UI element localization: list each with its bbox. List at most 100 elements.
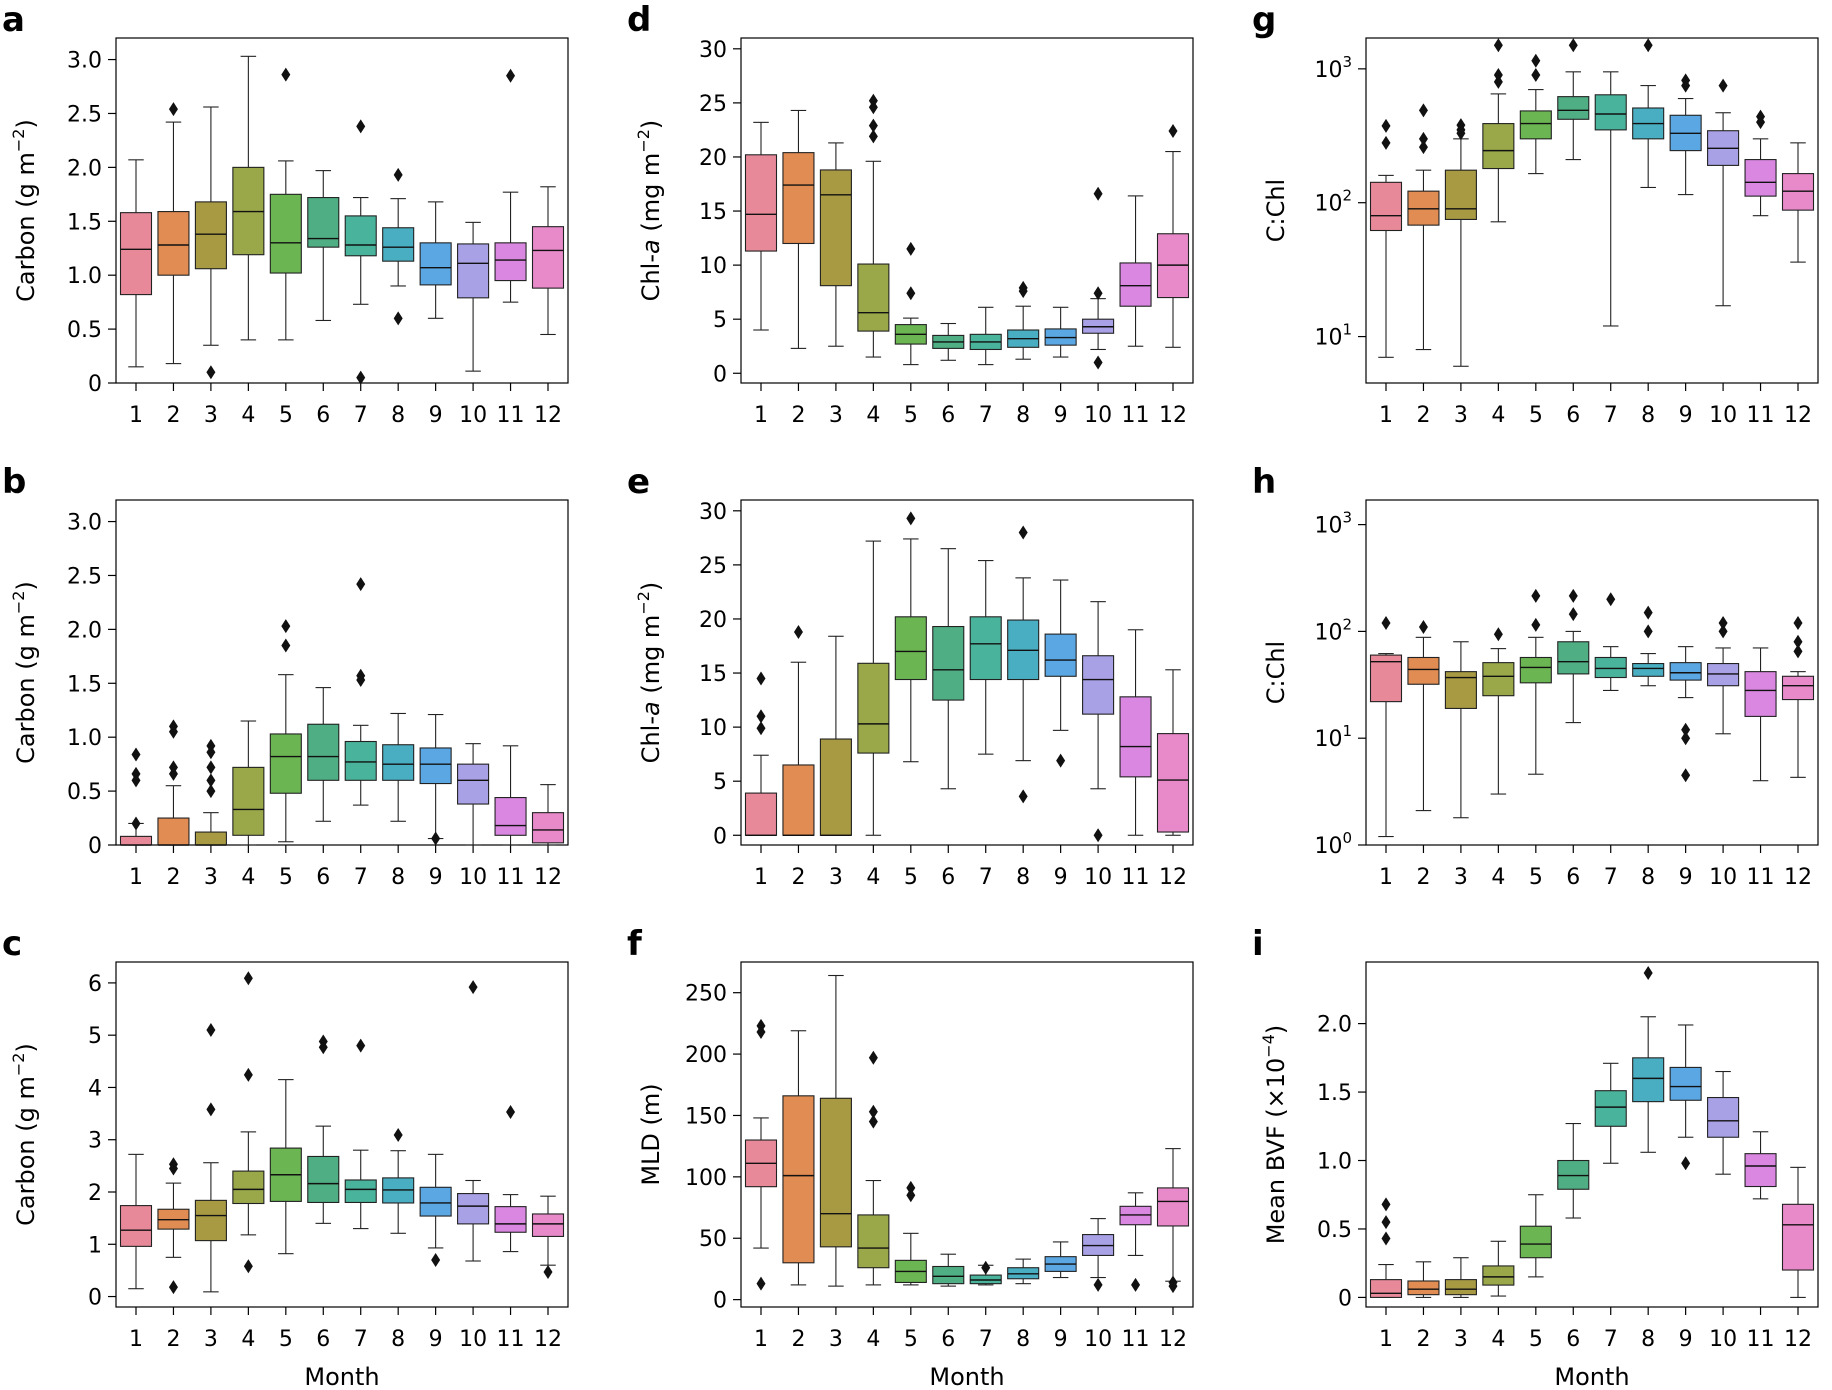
- box-month-10: [1707, 1070, 1740, 1175]
- outlier-point: [206, 784, 216, 799]
- box-month-6: [307, 1034, 340, 1224]
- box-month-1: [744, 671, 778, 836]
- x-tick-label: 12: [534, 403, 562, 428]
- iqr-box: [857, 662, 890, 754]
- y-tick-label: 1.0: [67, 264, 102, 289]
- y-axis-label: C:Chl: [1262, 641, 1290, 704]
- x-tick-label: 2: [791, 403, 805, 428]
- x-tick-label: 9: [1054, 403, 1068, 428]
- y-tick-label: 2.0: [67, 156, 102, 181]
- x-tick-label: 7: [979, 865, 993, 890]
- box-month-6: [1557, 588, 1590, 724]
- iqr-box: [1594, 656, 1627, 679]
- iqr-box: [494, 1206, 527, 1233]
- box-month-12: [531, 186, 565, 336]
- y-tick-label: 200: [685, 1043, 727, 1068]
- x-tick-label: 9: [1679, 1327, 1693, 1352]
- iqr-box: [269, 733, 302, 794]
- y-tick-label: 4: [88, 1076, 102, 1101]
- outlier-point: [868, 100, 878, 115]
- y-tick-label: 25: [699, 92, 727, 117]
- x-tick-label: 11: [1747, 865, 1775, 890]
- y-tick-label: 100: [685, 1166, 727, 1191]
- x-tick-label: 10: [1709, 1327, 1737, 1352]
- iqr-box: [1519, 656, 1552, 684]
- box-month-7: [1594, 71, 1627, 327]
- box-month-3: [1444, 118, 1477, 367]
- x-tick-label: 1: [754, 1327, 768, 1352]
- iqr-box: [157, 817, 190, 846]
- iqr-box: [782, 1095, 815, 1264]
- x-tick-label: 4: [866, 865, 880, 890]
- x-tick-label: 10: [1084, 403, 1112, 428]
- box-month-2: [157, 102, 190, 365]
- y-tick-label: 10: [699, 254, 727, 279]
- x-tick-label: 1: [754, 865, 768, 890]
- iqr-box: [344, 215, 377, 257]
- outlier-point: [281, 619, 291, 634]
- outlier-point: [281, 638, 291, 653]
- outlier-point: [1568, 607, 1578, 622]
- iqr-box: [1594, 94, 1627, 131]
- y-tick-label: 1.0: [1317, 1150, 1352, 1175]
- x-tick-label: 9: [429, 1327, 443, 1352]
- x-tick-label: 9: [429, 403, 443, 428]
- iqr-box: [782, 152, 815, 245]
- iqr-box: [457, 763, 490, 805]
- x-tick-label: 4: [241, 1327, 255, 1352]
- iqr-box: [232, 1170, 265, 1205]
- x-tick-label: 9: [1054, 1327, 1068, 1352]
- box-month-4: [1482, 1240, 1515, 1297]
- iqr-box: [1482, 123, 1515, 170]
- panel-letter: i: [1252, 924, 1264, 964]
- iqr-box: [119, 212, 153, 296]
- y-tick-label: 0: [88, 1286, 102, 1311]
- x-tick-label: 9: [1679, 865, 1693, 890]
- y-tick-label: 1: [88, 1233, 102, 1258]
- iqr-box: [1482, 662, 1515, 697]
- box-month-8: [1632, 965, 1665, 1153]
- outlier-point: [243, 1067, 253, 1082]
- x-tick-label: 7: [354, 403, 368, 428]
- x-tick-label: 12: [534, 1327, 562, 1352]
- outlier-point: [1018, 525, 1028, 540]
- box-month-5: [894, 1180, 927, 1286]
- x-tick-label: 1: [129, 1327, 143, 1352]
- box-month-8: [382, 167, 415, 326]
- outlier-point: [868, 1104, 878, 1119]
- panel-a: a00.51.01.52.02.53.01 2 3 4 5 6 7 8 9 10 11 12Carbo…: [2, 0, 569, 428]
- iqr-box: [857, 263, 890, 332]
- x-tick-label: 10: [459, 865, 487, 890]
- box-month-11: [1744, 1131, 1777, 1200]
- box-month-5: [1519, 588, 1552, 775]
- iqr-box: [744, 792, 778, 836]
- x-tick-label: 8: [391, 403, 405, 428]
- y-tick-label: 103: [1314, 509, 1352, 539]
- outlier-point: [1681, 731, 1691, 746]
- x-tick-label: 2: [791, 865, 805, 890]
- outlier-point: [1531, 53, 1541, 68]
- x-tick-label: 5: [904, 403, 918, 428]
- box-month-11: [1744, 647, 1777, 782]
- outlier-point: [393, 1128, 403, 1143]
- outlier-point: [1381, 1215, 1391, 1230]
- iqr-box: [1781, 1203, 1815, 1271]
- outlier-point: [1093, 286, 1103, 301]
- box-month-5: [269, 619, 302, 843]
- iqr-box: [307, 197, 340, 248]
- x-tick-label: 9: [1679, 403, 1693, 428]
- y-tick-label: 3.0: [67, 49, 102, 74]
- x-tick-label: 8: [1641, 1327, 1655, 1352]
- outlier-point: [1681, 768, 1691, 783]
- y-tick-label: 100: [1314, 829, 1352, 859]
- box-month-4: [857, 540, 890, 836]
- x-tick-label: 12: [534, 865, 562, 890]
- y-tick-label: 6: [88, 972, 102, 997]
- x-tick-label: 11: [1122, 1327, 1150, 1352]
- x-axis-title: Month: [1554, 1363, 1629, 1390]
- box-month-12: [1781, 142, 1815, 263]
- iqr-box: [1444, 169, 1477, 220]
- x-tick-label: 6: [316, 1327, 330, 1352]
